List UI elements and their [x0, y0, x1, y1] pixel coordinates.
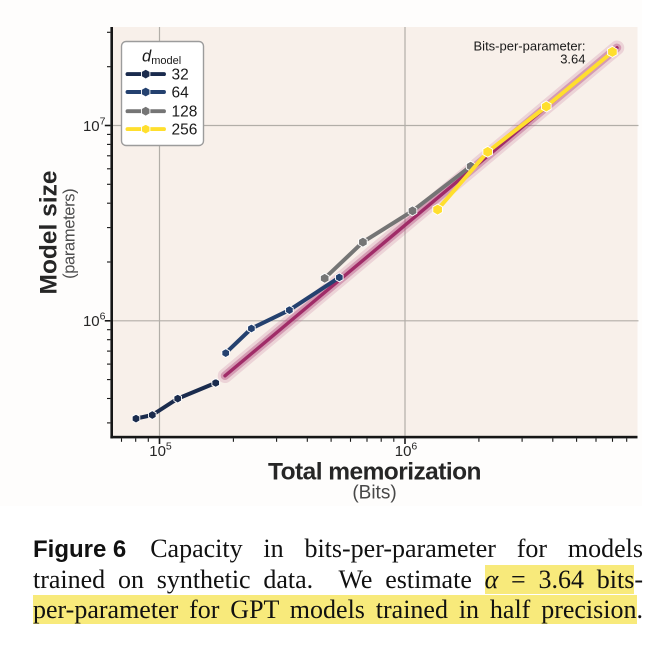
svg-text:3.64: 3.64 — [560, 52, 585, 67]
svg-text:32: 32 — [172, 67, 189, 84]
svg-text:Bits-per-parameter:: Bits-per-parameter: — [474, 39, 586, 54]
svg-text:Total memorization: Total memorization — [268, 459, 481, 486]
svg-text:(Bits): (Bits) — [352, 483, 396, 504]
svg-text:64: 64 — [172, 85, 190, 102]
svg-text:256: 256 — [172, 122, 198, 139]
svg-text:128: 128 — [172, 104, 198, 121]
svg-text:Model size: Model size — [36, 171, 63, 295]
svg-text:(parameters): (parameters) — [61, 189, 79, 279]
